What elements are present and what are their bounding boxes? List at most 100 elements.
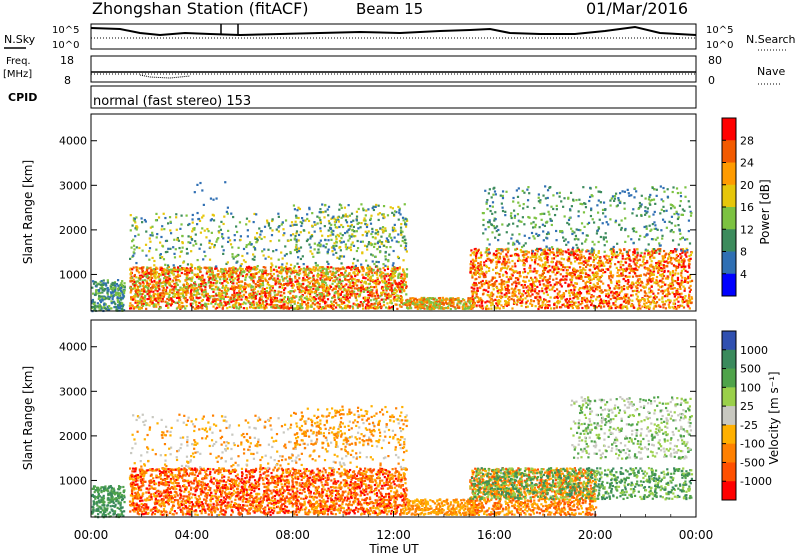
range-cell <box>229 243 233 246</box>
range-cell <box>151 256 154 260</box>
range-cell <box>655 301 659 304</box>
range-cell <box>353 303 357 306</box>
range-cell <box>260 298 263 301</box>
range-cell <box>217 286 220 289</box>
range-cell <box>495 285 498 289</box>
range-cell <box>643 302 646 305</box>
range-cell <box>353 283 356 286</box>
range-cell <box>164 275 167 278</box>
range-cell <box>167 247 170 250</box>
range-cell <box>332 287 336 290</box>
range-cell <box>621 287 624 291</box>
range-cell <box>152 270 155 273</box>
range-cell <box>162 269 165 272</box>
range-cell <box>265 299 268 303</box>
range-cell <box>362 300 365 304</box>
range-cell <box>498 255 501 258</box>
range-cell <box>247 243 250 246</box>
range-cell <box>185 247 189 251</box>
range-cell <box>479 280 483 284</box>
range-cell <box>110 302 113 305</box>
range-cell <box>190 264 194 267</box>
range-cell <box>303 279 307 282</box>
range-cell <box>356 266 359 270</box>
range-cell <box>241 302 244 306</box>
range-cell <box>275 280 278 283</box>
range-cell <box>618 248 621 251</box>
range-cell <box>254 307 257 310</box>
range-cell <box>142 302 145 305</box>
range-cell <box>481 270 484 274</box>
range-cell <box>101 298 104 301</box>
range-cell <box>221 306 224 309</box>
range-cell <box>292 267 296 270</box>
range-cell <box>512 271 515 274</box>
range-cell <box>214 267 217 270</box>
range-cell <box>520 283 523 287</box>
range-cell <box>154 303 157 306</box>
range-cell <box>269 294 272 297</box>
range-cell <box>261 295 264 298</box>
range-cell <box>625 267 628 270</box>
range-cell <box>233 239 236 242</box>
range-cell <box>214 292 218 295</box>
range-cell <box>684 253 687 256</box>
range-cell <box>607 285 611 288</box>
range-cell <box>677 306 680 309</box>
range-cell <box>326 304 330 307</box>
range-cell <box>664 277 668 280</box>
range-cell <box>382 263 385 266</box>
range-cell <box>96 282 99 285</box>
range-cell <box>534 252 537 255</box>
range-cell <box>148 293 151 296</box>
range-cell <box>250 297 254 300</box>
range-cell <box>285 262 289 265</box>
range-cell <box>181 301 184 305</box>
range-cell <box>205 267 208 270</box>
range-cell <box>291 284 294 287</box>
range-cell <box>334 271 337 275</box>
range-cell <box>225 270 228 273</box>
range-cell <box>331 296 334 300</box>
range-cell <box>307 291 310 294</box>
range-cell <box>534 255 538 258</box>
range-cell <box>150 280 153 283</box>
range-cell <box>277 290 280 293</box>
range-cell <box>246 273 249 276</box>
range-cell <box>310 299 313 302</box>
range-cell <box>657 262 661 265</box>
range-cell <box>329 276 332 279</box>
range-cell <box>132 278 135 281</box>
range-cell <box>469 268 472 271</box>
range-cell <box>223 279 226 283</box>
range-cell <box>314 290 317 293</box>
range-cell <box>389 282 392 285</box>
range-cell <box>154 267 157 271</box>
range-cell <box>111 295 115 298</box>
range-cell <box>678 284 681 287</box>
range-cell <box>340 255 344 258</box>
range-cell <box>179 306 182 309</box>
range-cell <box>272 304 275 307</box>
range-cell <box>156 267 159 270</box>
range-cell <box>438 298 442 302</box>
range-cell <box>544 278 548 282</box>
range-cell <box>187 286 190 289</box>
range-cell <box>427 307 430 310</box>
range-cell <box>144 220 147 223</box>
range-cell <box>194 267 197 270</box>
range-cell <box>225 292 229 295</box>
range-cell <box>411 302 415 305</box>
range-cell <box>388 274 391 278</box>
range-cell <box>247 270 251 274</box>
range-cell <box>600 274 604 277</box>
range-cell <box>267 303 270 306</box>
range-cell <box>517 298 520 301</box>
range-cell <box>446 302 449 305</box>
range-cell <box>680 269 683 272</box>
range-cell <box>252 294 255 297</box>
range-cell <box>189 267 192 270</box>
range-cell <box>145 269 149 272</box>
range-cell <box>258 292 261 296</box>
range-cell <box>332 267 335 270</box>
